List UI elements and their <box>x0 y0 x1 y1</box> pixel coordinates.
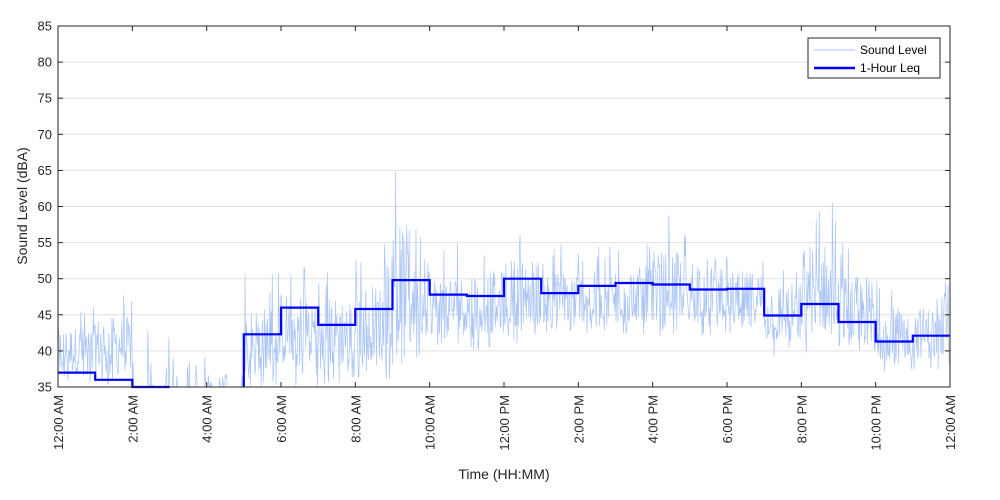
y-axis-ticks: 35 40 45 50 55 60 65 70 75 80 85 <box>38 19 950 395</box>
x-tick-label: 6:00 PM <box>720 395 735 443</box>
x-tick-label: 12:00 AM <box>51 395 66 450</box>
legend-box <box>807 37 941 79</box>
y-tick-label: 85 <box>38 19 52 34</box>
y-tick-label: 50 <box>38 271 52 286</box>
y-tick-label: 45 <box>38 307 52 322</box>
y-tick-label: 75 <box>38 91 52 106</box>
x-tick-label: 4:00 PM <box>646 395 661 443</box>
x-tick-label: 6:00 AM <box>274 395 289 443</box>
y-tick-label: 55 <box>38 235 52 250</box>
y-tick-label: 65 <box>38 163 52 178</box>
x-tick-label: 10:00 PM <box>869 395 884 451</box>
x-tick-label: 2:00 AM <box>125 395 140 443</box>
y-tick-label: 80 <box>38 55 52 70</box>
y-tick-label: 70 <box>38 127 52 142</box>
x-tick-label: 8:00 AM <box>348 395 363 443</box>
legend-label-sound-level: Sound Level <box>860 43 927 57</box>
x-tick-label: 2:00 PM <box>571 395 586 443</box>
x-axis-title: Time (HH:MM) <box>458 466 549 482</box>
y-tick-label: 40 <box>38 343 52 358</box>
x-tick-label: 12:00 AM <box>943 395 958 450</box>
y-axis-title: Sound Level (dBA) <box>14 147 30 265</box>
legend: Sound Level 1-Hour Leq <box>807 37 941 79</box>
x-tick-label: 4:00 AM <box>200 395 215 443</box>
y-tick-label: 60 <box>38 199 52 214</box>
y-tick-label: 35 <box>38 380 52 395</box>
x-tick-label: 12:00 PM <box>497 395 512 451</box>
legend-label-leq: 1-Hour Leq <box>860 61 920 75</box>
x-tick-label: 10:00 AM <box>423 395 438 450</box>
x-axis-ticks: 12:00 AM 2:00 AM 4:00 AM 6:00 AM 8:00 AM 10:0… <box>51 26 958 451</box>
x-tick-label: 8:00 PM <box>794 395 809 443</box>
